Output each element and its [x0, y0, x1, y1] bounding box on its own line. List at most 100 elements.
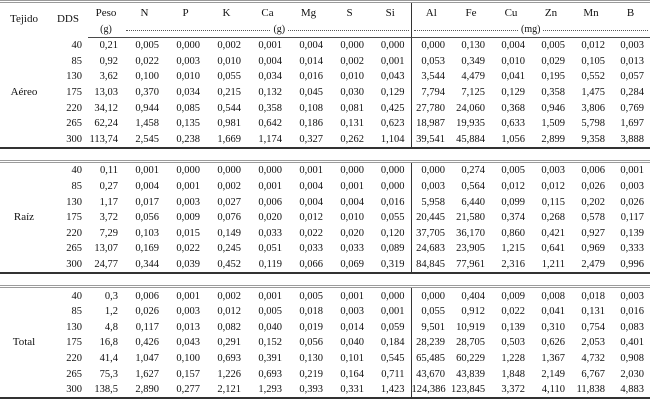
cell-ca: 0,033: [258, 227, 282, 239]
cell-peso: 4,8: [104, 321, 118, 333]
cell-fe: 21,580: [456, 212, 485, 224]
cell-n: 0,056: [135, 212, 159, 224]
cell-mn: 0,552: [581, 71, 605, 83]
table-row: 85 1,2 0,026 0,003 0,012 0,005 0,018 0,003 0,001…: [0, 303, 650, 320]
cell-ca: 0,132: [258, 87, 282, 99]
cell-fe: 24,060: [456, 102, 485, 114]
cell-s: 0,131: [340, 118, 364, 130]
cell-n: 2,545: [124, 131, 165, 150]
cell-peso: 62,24: [94, 118, 118, 130]
cell-k: 0,055: [217, 71, 241, 83]
cell-dds: 40: [48, 160, 88, 179]
table-row: 220 41,4 1,047 0,100 0,693 0,391 0,130 0,101 0,5…: [0, 350, 650, 367]
milligrams-unit-label: (mg): [521, 24, 541, 36]
cell-fe: 10,919: [456, 321, 485, 333]
cell-ca: 0,040: [258, 321, 282, 333]
cell-zn: 0,641: [541, 243, 565, 255]
cell-fe: 6,440: [461, 196, 485, 208]
cell-zn: 1,367: [541, 352, 565, 364]
cell-ca: 0,006: [258, 196, 282, 208]
cell-p: 0,100: [176, 352, 200, 364]
cell-fe: 0,349: [461, 55, 485, 67]
cell-s: 0,010: [340, 71, 364, 83]
cell-al: 5,958: [421, 196, 445, 208]
col-header-ca: Ca: [261, 6, 274, 19]
cell-al: 39,541: [411, 131, 451, 150]
cell-mg: 0,004: [299, 40, 323, 52]
cell-mg: 0,012: [299, 212, 323, 224]
cell-s: 0,069: [329, 256, 370, 275]
cell-ca: 0,004: [258, 55, 282, 67]
col-header-tejido: Tejido: [10, 13, 38, 26]
cell-mg: 0,019: [299, 321, 323, 333]
cell-s: 0,014: [340, 321, 364, 333]
cell-p: 0,000: [176, 40, 200, 52]
table-row: 85 0,92 0,022 0,003 0,010 0,004 0,014 0,002 0,00…: [0, 53, 650, 70]
cell-al: 9,501: [421, 321, 445, 333]
cell-b: 3,888: [611, 131, 650, 150]
cell-n: 0,117: [135, 321, 159, 333]
cell-n: 0,426: [135, 337, 159, 349]
cell-peso: 0,21: [99, 40, 118, 52]
cell-s: 0,033: [340, 243, 364, 255]
cell-ca: 0,005: [258, 306, 282, 318]
cell-n: 2,890: [124, 381, 165, 400]
cell-si: 0,089: [370, 241, 412, 257]
tissue-label: Raíz: [0, 160, 48, 275]
cell-fe: 19,935: [456, 118, 485, 130]
cell-p: 0,277: [165, 381, 206, 400]
cell-b: 0,026: [620, 196, 644, 208]
cell-k: 0,082: [217, 321, 241, 333]
cell-zn: 0,029: [541, 55, 565, 67]
cell-cu: 1,228: [501, 352, 525, 364]
cell-si: 1,104: [370, 131, 412, 150]
grams-unit-rule: (g): [124, 24, 412, 38]
cell-k: 2,121: [206, 381, 247, 400]
cell-fe: 0,912: [461, 306, 485, 318]
cell-peso: 0,27: [99, 181, 118, 193]
cell-zn: 4,110: [531, 381, 571, 400]
section-gap-cell: [0, 148, 650, 162]
cell-b: 0,333: [620, 243, 644, 255]
cell-si: 1,423: [370, 381, 412, 400]
cell-fe: 0,130: [461, 40, 485, 52]
cell-s: 0,002: [340, 55, 364, 67]
section-gap-cell: [0, 273, 650, 287]
cell-k: 1,669: [206, 131, 247, 150]
section-raíz: Raíz 40 0,11 0,001 0,000 0,000 0,000 0,001 0,000…: [0, 160, 650, 275]
cell-si: 0,425: [370, 100, 412, 116]
cell-dds: 175: [66, 337, 82, 349]
col-header-al: Al: [425, 6, 437, 19]
cell-dds: 300: [48, 256, 88, 275]
table-row: 130 1,17 0,017 0,003 0,027 0,006 0,004 0,004 0,0…: [0, 194, 650, 210]
cell-p: 0,015: [176, 227, 200, 239]
cell-si: 0,016: [370, 194, 412, 210]
table-row: 220 34,12 0,944 0,085 0,544 0,358 0,108 0,081 0,…: [0, 100, 650, 116]
cell-al: 24,683: [416, 243, 445, 255]
cell-mn: 11,838: [571, 381, 611, 400]
cell-al: 0,000: [421, 40, 445, 52]
cell-n: 1,047: [135, 352, 159, 364]
cell-si: 0,001: [370, 53, 412, 70]
cell-n: 0,344: [124, 256, 165, 275]
cell-p: 0,157: [176, 368, 200, 380]
cell-n: 0,022: [135, 55, 159, 67]
cell-b: 0,001: [611, 160, 650, 179]
col-header-p: P: [182, 6, 189, 19]
cell-cu: 0,139: [501, 321, 525, 333]
cell-fe: 7,125: [461, 87, 485, 99]
cell-s: 0,000: [340, 40, 364, 52]
cell-fe: 0,564: [461, 181, 485, 193]
col-header-zn: Zn: [544, 6, 558, 19]
cell-k: 0,012: [217, 306, 241, 318]
cell-dds: 220: [66, 352, 82, 364]
cell-mg: 0,108: [299, 102, 323, 114]
dotted-rule: [288, 30, 409, 31]
cell-n: 0,370: [135, 87, 159, 99]
cell-zn: 0,626: [541, 337, 565, 349]
cell-p: 0,009: [176, 212, 200, 224]
table-row: 130 4,8 0,117 0,013 0,082 0,040 0,019 0,014 0,05…: [0, 319, 650, 336]
cell-k: 0,452: [206, 256, 247, 275]
section-aéreo: Aéreo 40 0,21 0,005 0,000 0,002 0,001 0,004 0,00…: [0, 37, 650, 150]
cell-mn: 9,358: [571, 131, 611, 150]
